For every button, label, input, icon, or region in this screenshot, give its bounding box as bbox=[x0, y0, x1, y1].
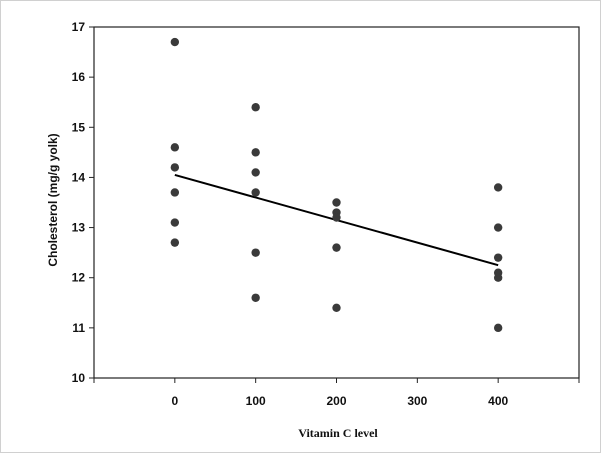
data-point bbox=[251, 293, 260, 302]
data-point bbox=[251, 168, 260, 177]
x-tick-label: 0 bbox=[171, 394, 178, 408]
data-point bbox=[332, 198, 341, 207]
x-tick-label: 100 bbox=[246, 394, 266, 408]
y-ticks: 10 11 12 13 14 15 16 17 bbox=[72, 20, 94, 385]
data-point bbox=[251, 188, 260, 197]
x-tick-label: 400 bbox=[488, 394, 508, 408]
data-point bbox=[332, 213, 341, 222]
y-axis-label: Cholesterol (mg/g yolk) bbox=[46, 133, 60, 266]
y-tick-label: 16 bbox=[72, 70, 86, 84]
data-point bbox=[493, 273, 503, 282]
data-point bbox=[332, 243, 341, 252]
data-point bbox=[170, 163, 180, 172]
x-ticks: 0 100 200 300 400 bbox=[93, 378, 580, 408]
data-point bbox=[493, 323, 503, 333]
y-tick-label: 10 bbox=[72, 371, 86, 385]
x-axis-label: Vitamin C level bbox=[298, 426, 378, 440]
x-tick-label: 200 bbox=[326, 394, 346, 408]
data-point bbox=[170, 143, 180, 152]
x-tick-label: 300 bbox=[407, 394, 427, 408]
y-tick-label: 11 bbox=[72, 321, 85, 335]
data-point bbox=[493, 253, 503, 262]
data-point bbox=[251, 103, 260, 112]
data-point bbox=[170, 238, 180, 247]
y-tick-label: 12 bbox=[72, 271, 86, 285]
data-point bbox=[332, 303, 341, 312]
data-point bbox=[170, 188, 180, 197]
data-point bbox=[170, 37, 180, 47]
data-point bbox=[251, 148, 260, 157]
points-group bbox=[170, 37, 503, 333]
data-point bbox=[493, 183, 503, 192]
y-tick-label: 13 bbox=[72, 221, 86, 235]
y-tick-label: 17 bbox=[72, 20, 86, 34]
y-tick-label: 14 bbox=[72, 170, 86, 184]
data-point bbox=[170, 218, 180, 227]
data-point bbox=[251, 248, 260, 257]
data-point bbox=[493, 223, 503, 232]
y-tick-label: 15 bbox=[72, 120, 86, 134]
